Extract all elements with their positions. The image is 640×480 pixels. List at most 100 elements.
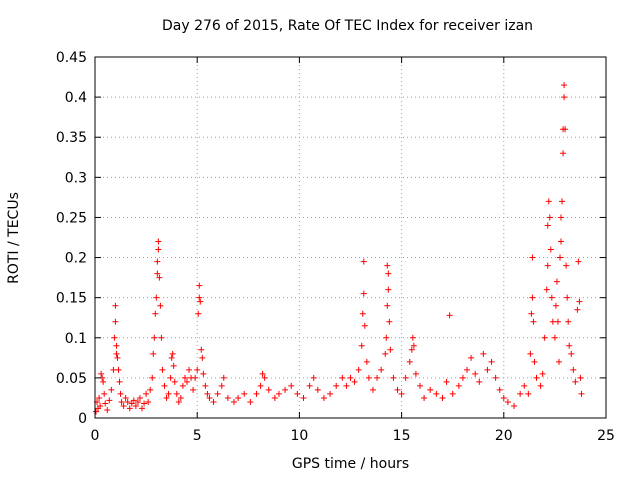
data-point [158, 334, 165, 341]
data-point [114, 354, 121, 361]
data-point [488, 358, 495, 365]
data-point [300, 394, 307, 401]
data-point [116, 378, 123, 385]
data-point [529, 294, 536, 301]
data-point [568, 350, 575, 357]
data-point [169, 350, 176, 357]
data-point [558, 214, 565, 221]
data-point [561, 82, 568, 89]
y-tick-label: 0.25 [56, 210, 87, 226]
data-point [410, 342, 417, 349]
data-point [204, 390, 211, 397]
data-point [130, 397, 137, 404]
data-point [521, 382, 528, 389]
data-point [120, 402, 127, 409]
data-point [433, 390, 440, 397]
axis-ticks: 0 5 10 15 20 25 0 0.05 0.1 0.15 0.2 0.25 0.3 0.35 0.4 0… [56, 50, 615, 444]
data-point [561, 94, 568, 101]
data-point [155, 238, 162, 245]
data-point [387, 346, 394, 353]
data-point [421, 394, 428, 401]
data-point [361, 322, 368, 329]
data-point [358, 342, 365, 349]
data-point [365, 374, 372, 381]
data-point [455, 382, 462, 389]
data-point [544, 222, 551, 229]
data-point [147, 386, 154, 393]
data-point [351, 378, 358, 385]
data-point [151, 334, 158, 341]
data-point [333, 382, 340, 389]
data-point [171, 378, 178, 385]
data-point [96, 394, 103, 401]
data-point [101, 390, 108, 397]
y-tick-label: 0.1 [65, 331, 87, 347]
data-point [113, 350, 120, 357]
data-point [261, 374, 268, 381]
data-point [241, 390, 248, 397]
data-point [528, 310, 535, 317]
data-point [575, 258, 582, 265]
data-point [143, 390, 150, 397]
data-point [126, 405, 133, 412]
data-point [235, 394, 242, 401]
data-point [115, 366, 122, 373]
data-point [492, 374, 499, 381]
data-point [118, 398, 125, 405]
data-point [504, 398, 511, 405]
data-point [541, 334, 548, 341]
data-point [374, 374, 381, 381]
data-point [385, 286, 392, 293]
x-tick-label: 5 [193, 428, 202, 444]
data-points [93, 82, 585, 415]
data-point [409, 334, 416, 341]
data-point [106, 397, 113, 404]
data-point [363, 358, 370, 365]
data-point [402, 374, 409, 381]
data-point [339, 374, 346, 381]
data-point [343, 382, 350, 389]
data-point [576, 298, 583, 305]
data-point [186, 366, 193, 373]
data-point [136, 394, 143, 401]
data-point [257, 382, 264, 389]
data-point [132, 402, 139, 409]
data-point [416, 382, 423, 389]
data-point [214, 390, 221, 397]
data-point [548, 294, 555, 301]
data-point [553, 278, 560, 285]
data-point [347, 374, 354, 381]
data-point [111, 334, 118, 341]
data-point [97, 402, 104, 409]
data-point [546, 214, 553, 221]
data-point [175, 398, 182, 405]
x-axis-label: GPS time / hours [291, 456, 410, 472]
data-point [108, 386, 115, 393]
data-point [168, 354, 175, 361]
data-point [383, 334, 390, 341]
data-point [543, 286, 550, 293]
data-point [360, 258, 367, 265]
x-tick-label: 20 [495, 428, 513, 444]
data-point [386, 318, 393, 325]
data-point [549, 318, 556, 325]
data-point [200, 370, 207, 377]
data-point [500, 394, 507, 401]
data-point [539, 370, 546, 377]
data-point [253, 390, 260, 397]
data-point [98, 370, 105, 377]
data-point [476, 378, 483, 385]
data-point [161, 382, 168, 389]
data-point [558, 238, 565, 245]
data-point [320, 394, 327, 401]
data-point [552, 302, 559, 309]
data-point [163, 394, 170, 401]
data-point [179, 382, 186, 389]
data-point [224, 394, 231, 401]
data-point [412, 370, 419, 377]
data-point [194, 366, 201, 373]
data-point [165, 390, 172, 397]
data-point [196, 282, 203, 289]
data-point [394, 386, 401, 393]
